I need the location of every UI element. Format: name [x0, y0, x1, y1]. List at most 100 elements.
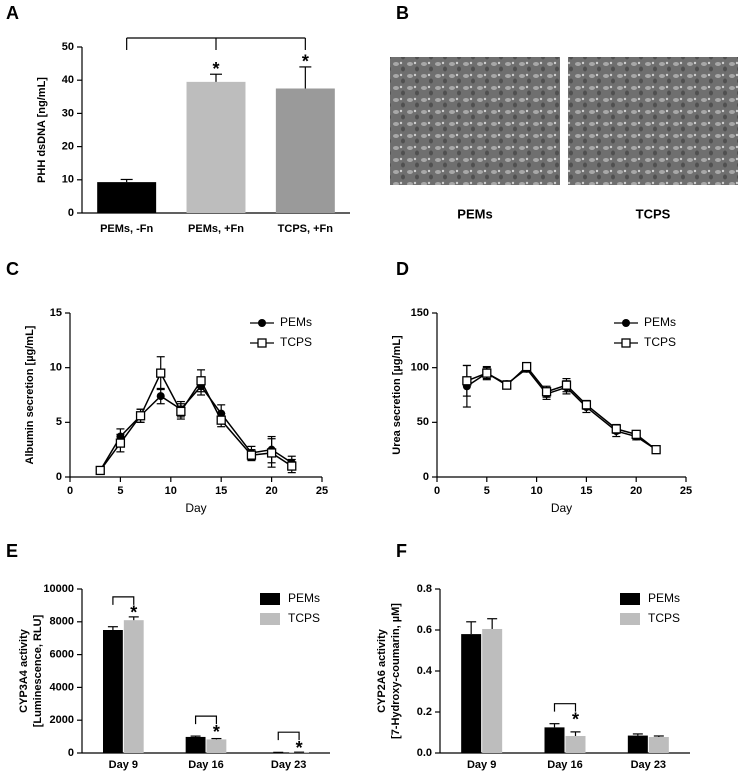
bar	[186, 81, 246, 213]
y-tick-label: 150	[411, 307, 429, 319]
panel-label: D	[396, 259, 409, 279]
marker	[196, 376, 206, 386]
panel-label: C	[6, 259, 19, 279]
marker	[115, 438, 126, 448]
bracket	[194, 715, 218, 725]
y-tick-label: 4000	[50, 681, 74, 693]
x-tick-label: 20	[265, 485, 277, 497]
y-axis-label: PHH dsDNA [ng/mL]	[36, 77, 48, 183]
x-tick-label: Day 23	[631, 759, 666, 771]
x-tick-label: 25	[316, 485, 328, 497]
bracket	[112, 596, 135, 605]
x-tick-label: Day 16	[188, 759, 223, 771]
micrograph	[568, 57, 738, 185]
y-tick-label: 0.8	[417, 583, 432, 595]
legend-label: TCPS	[648, 611, 680, 625]
legend-label: TCPS	[288, 611, 320, 625]
y-tick-label: 6000	[50, 649, 74, 661]
series-line	[466, 365, 657, 451]
marker	[622, 319, 630, 327]
legend-label: PEMs	[644, 315, 676, 329]
legend-label: TCPS	[644, 335, 676, 349]
bar	[185, 736, 206, 753]
marker	[257, 338, 267, 348]
x-tick-label: 10	[530, 485, 542, 497]
y-axis-label: Urea secretion [µg/mL]	[391, 335, 403, 455]
bar	[648, 737, 669, 753]
bar	[565, 735, 586, 753]
marker	[156, 368, 166, 378]
marker	[502, 380, 512, 390]
y-tick-label: 8000	[50, 616, 74, 628]
legend-label: TCPS	[280, 335, 312, 349]
x-tick-label: 25	[680, 485, 692, 497]
image-caption: TCPS	[636, 206, 671, 221]
x-tick-label: 5	[484, 485, 490, 497]
bar	[206, 739, 227, 753]
x-tick-label: 10	[165, 485, 177, 497]
x-tick-label: 0	[67, 485, 73, 497]
marker	[287, 461, 297, 471]
y-tick-label: 10	[62, 174, 74, 186]
y-tick-label: 40	[62, 74, 74, 86]
x-tick-label: Day 23	[271, 759, 306, 771]
y-axis-label: [Luminescence, RLU]	[32, 614, 44, 727]
y-tick-label: 50	[417, 416, 429, 428]
y-tick-label: 15	[50, 307, 62, 319]
y-tick-label: 50	[62, 41, 74, 53]
marker	[216, 415, 226, 425]
marker	[246, 450, 257, 460]
y-tick-label: 0	[423, 471, 429, 483]
x-tick-label: 20	[630, 485, 642, 497]
marker	[95, 465, 105, 476]
panel-label: B	[396, 3, 409, 23]
y-tick-label: 2000	[50, 714, 74, 726]
marker	[521, 361, 532, 372]
marker	[621, 338, 631, 348]
marker	[541, 387, 552, 397]
marker	[611, 424, 621, 434]
marker	[258, 319, 266, 327]
legend-swatch	[260, 593, 280, 605]
marker	[581, 400, 592, 410]
series-line	[466, 367, 657, 451]
y-tick-label: 0	[68, 747, 74, 759]
legend-swatch	[620, 593, 640, 605]
significance: *	[130, 603, 137, 623]
significance: *	[212, 59, 219, 79]
y-tick-label: 0.2	[417, 706, 432, 718]
bar	[627, 735, 648, 753]
marker	[561, 380, 572, 390]
marker	[176, 406, 186, 417]
marker	[631, 429, 641, 440]
bracket	[277, 731, 300, 741]
marker	[135, 411, 146, 421]
legend-swatch	[260, 613, 280, 625]
x-axis-label: Day	[185, 501, 206, 515]
series-line	[99, 385, 293, 471]
y-tick-label: 0	[56, 471, 62, 483]
significance: *	[296, 738, 303, 758]
y-tick-label: 5	[56, 416, 62, 428]
bar	[275, 88, 335, 213]
bracket	[553, 703, 577, 712]
legend-label: PEMs	[288, 591, 320, 605]
x-tick-label: PEMs, -Fn	[100, 223, 153, 235]
marker	[266, 448, 277, 458]
panel-label: E	[6, 541, 18, 561]
significance: *	[302, 52, 309, 72]
marker	[482, 368, 492, 378]
y-tick-label: 0.4	[417, 665, 433, 677]
y-tick-label: 20	[62, 141, 74, 153]
panel-label: A	[6, 3, 19, 23]
marker	[156, 392, 165, 401]
image-caption: PEMs	[457, 206, 492, 221]
y-tick-label: 0.6	[417, 624, 432, 636]
legend-swatch	[620, 613, 640, 625]
bar	[461, 634, 482, 753]
bar	[123, 620, 144, 753]
legend-label: PEMs	[648, 591, 680, 605]
legend-label: PEMs	[280, 315, 312, 329]
x-tick-label: PEMs, +Fn	[188, 223, 244, 235]
